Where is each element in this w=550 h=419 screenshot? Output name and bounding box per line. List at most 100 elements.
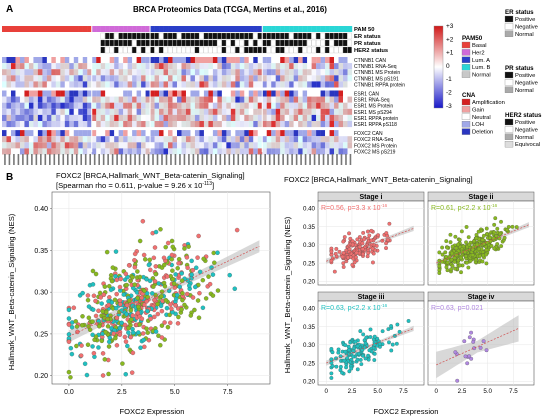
- data-point: [387, 340, 391, 345]
- heatmap-cell: [69, 121, 74, 128]
- data-point: [82, 361, 88, 367]
- data-point: [91, 351, 97, 356]
- heatmap-cell: [280, 142, 285, 149]
- column-label-mark: [152, 154, 154, 165]
- heatmap-cell: [78, 90, 83, 97]
- heatmap-cell: [19, 57, 25, 64]
- status-cell: [253, 39, 258, 47]
- heatmap-cell: [257, 75, 263, 82]
- heatmap-cell: [320, 63, 326, 70]
- heatmap-cell: [82, 96, 88, 103]
- heatmap-cell: [105, 69, 110, 76]
- heatmap-cell: [338, 114, 344, 121]
- data-point: [141, 337, 146, 343]
- heatmap-cell: [320, 75, 326, 82]
- heatmap-cell: [266, 96, 272, 103]
- data-point: [474, 236, 479, 241]
- heatmap-cell: [289, 108, 294, 115]
- heatmap-cell: [28, 114, 34, 121]
- heatmap-cell: [298, 63, 303, 70]
- data-point: [132, 265, 138, 270]
- heatmap-cell: [221, 148, 227, 155]
- heatmap-cell: [284, 114, 290, 121]
- heatmap-cell: [96, 114, 101, 121]
- data-point: [164, 305, 170, 311]
- data-point: [389, 324, 393, 328]
- heatmap-cell: [347, 121, 353, 128]
- column-label-mark: [57, 154, 60, 165]
- heatmap-cell: [64, 121, 70, 128]
- data-point: [370, 246, 375, 251]
- data-point: [91, 307, 96, 312]
- heatmap-cell: [208, 96, 213, 103]
- data-point: [469, 330, 473, 335]
- data-point: [455, 378, 460, 383]
- heatmap-cell: [271, 130, 276, 137]
- heatmap-cell: [172, 114, 178, 121]
- heatmap-cell: [136, 75, 142, 82]
- heatmap-cell: [203, 102, 209, 109]
- data-point: [340, 370, 344, 375]
- legend-title: PR status: [505, 65, 534, 72]
- heatmap-cell: [64, 148, 70, 155]
- heatmap-cell: [235, 114, 240, 121]
- heatmap-cell: [320, 121, 326, 128]
- heatmap-cell: [280, 102, 285, 109]
- heatmap-cell: [293, 108, 299, 115]
- legend-swatch: [504, 30, 514, 37]
- status-cell: [208, 39, 213, 47]
- heatmap-cell: [145, 81, 151, 88]
- colorbar-tick-label: +1: [446, 50, 454, 57]
- heatmap-cell: [307, 130, 312, 137]
- pam50-cell: [172, 26, 178, 32]
- data-point: [80, 290, 85, 296]
- pam50-cell: [203, 26, 209, 32]
- heatmap-cell: [302, 136, 308, 143]
- heatmap-cell: [244, 75, 249, 82]
- colorbar-tick-label: +3: [446, 23, 454, 30]
- heatmap-cell: [150, 102, 155, 109]
- heatmap-cell: [2, 108, 7, 115]
- status-cell: [342, 46, 348, 54]
- heatmap-cell: [69, 90, 74, 97]
- facet-title: Stage iii: [358, 294, 385, 301]
- heatmap-cell: [64, 81, 70, 88]
- heatmap-cell: [159, 102, 164, 109]
- heatmap-cell: [118, 130, 124, 137]
- heatmap-cell: [82, 121, 88, 128]
- column-label-mark: [147, 154, 150, 165]
- heatmap-cell: [154, 114, 160, 121]
- x-tick-label: 0: [325, 388, 329, 395]
- heatmap-cell: [91, 136, 97, 143]
- status-cell: [217, 39, 222, 47]
- heatmap-cell: [91, 142, 97, 149]
- heatmap-cell: [239, 136, 245, 143]
- heatmap-cell: [141, 90, 146, 97]
- heatmap-cell: [271, 148, 276, 155]
- pam50-cell: [329, 26, 335, 32]
- heatmap-cell: [64, 108, 70, 115]
- heatmap-cell: [15, 102, 21, 109]
- data-point: [464, 240, 468, 245]
- heatmap-cell: [145, 114, 151, 121]
- heatmap-cell: [343, 108, 348, 115]
- heatmap-cell: [91, 121, 97, 128]
- heatmap-cell: [230, 75, 236, 82]
- data-point: [90, 282, 96, 287]
- heatmap-cell: [177, 148, 182, 155]
- heatmap-cell: [239, 148, 245, 155]
- heatmap-cell: [347, 81, 353, 88]
- heatmap-cell: [168, 57, 173, 64]
- heatmap-cell: [181, 136, 187, 143]
- pam50-cell: [194, 26, 200, 32]
- heatmap-cell: [136, 81, 142, 88]
- heatmap-cell: [347, 130, 353, 137]
- data-point: [186, 244, 191, 249]
- status-cell: [239, 32, 245, 40]
- heatmap-cell: [64, 136, 70, 143]
- heatmap-cell: [60, 142, 65, 149]
- heatmap-cell: [239, 142, 245, 149]
- heatmap-cell: [19, 108, 25, 115]
- data-point: [136, 330, 141, 335]
- heatmap-cell: [136, 130, 142, 137]
